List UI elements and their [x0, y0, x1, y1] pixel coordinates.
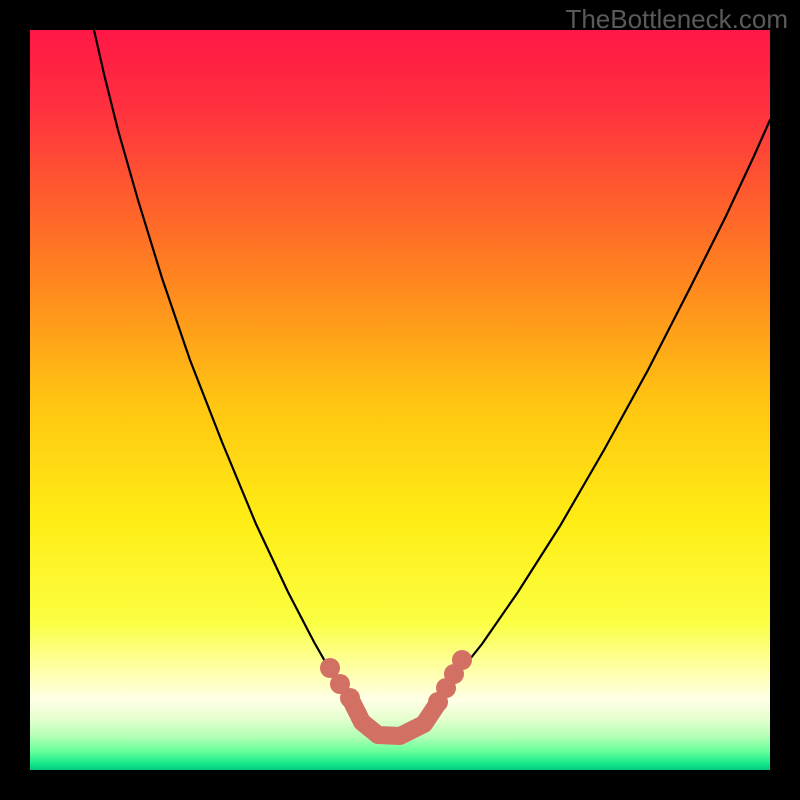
watermark-text: TheBottleneck.com — [565, 4, 788, 35]
plot-area — [30, 30, 770, 770]
chart-stage: TheBottleneck.com — [0, 0, 800, 800]
gradient-background — [30, 30, 770, 770]
